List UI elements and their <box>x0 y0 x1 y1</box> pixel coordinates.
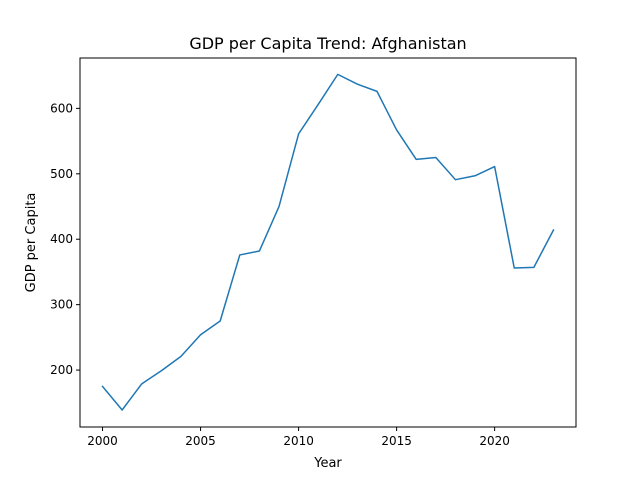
x-tick-label: 2000 <box>87 434 118 448</box>
x-tick-label: 2020 <box>479 434 510 448</box>
y-axis-label: GDP per Capita <box>24 193 39 293</box>
x-axis: 2000 2005 2010 2015 2020 <box>87 427 510 448</box>
chart-title: GDP per Capita Trend: Afghanistan <box>189 34 466 53</box>
series-line <box>101 73 555 411</box>
y-tick-label: 600 <box>50 101 73 115</box>
y-tick-label: 300 <box>50 298 73 312</box>
axes-frame <box>79 57 577 428</box>
x-axis-label: Year <box>313 456 342 471</box>
x-tick-label: 2005 <box>185 434 216 448</box>
y-tick-label: 400 <box>50 232 73 246</box>
y-axis: 200 300 400 500 600 <box>50 101 80 377</box>
y-tick-label: 200 <box>50 363 73 377</box>
x-tick-label: 2010 <box>283 434 314 448</box>
plot-area <box>101 73 555 411</box>
y-tick-label: 500 <box>50 167 73 181</box>
x-tick-label: 2015 <box>381 434 412 448</box>
